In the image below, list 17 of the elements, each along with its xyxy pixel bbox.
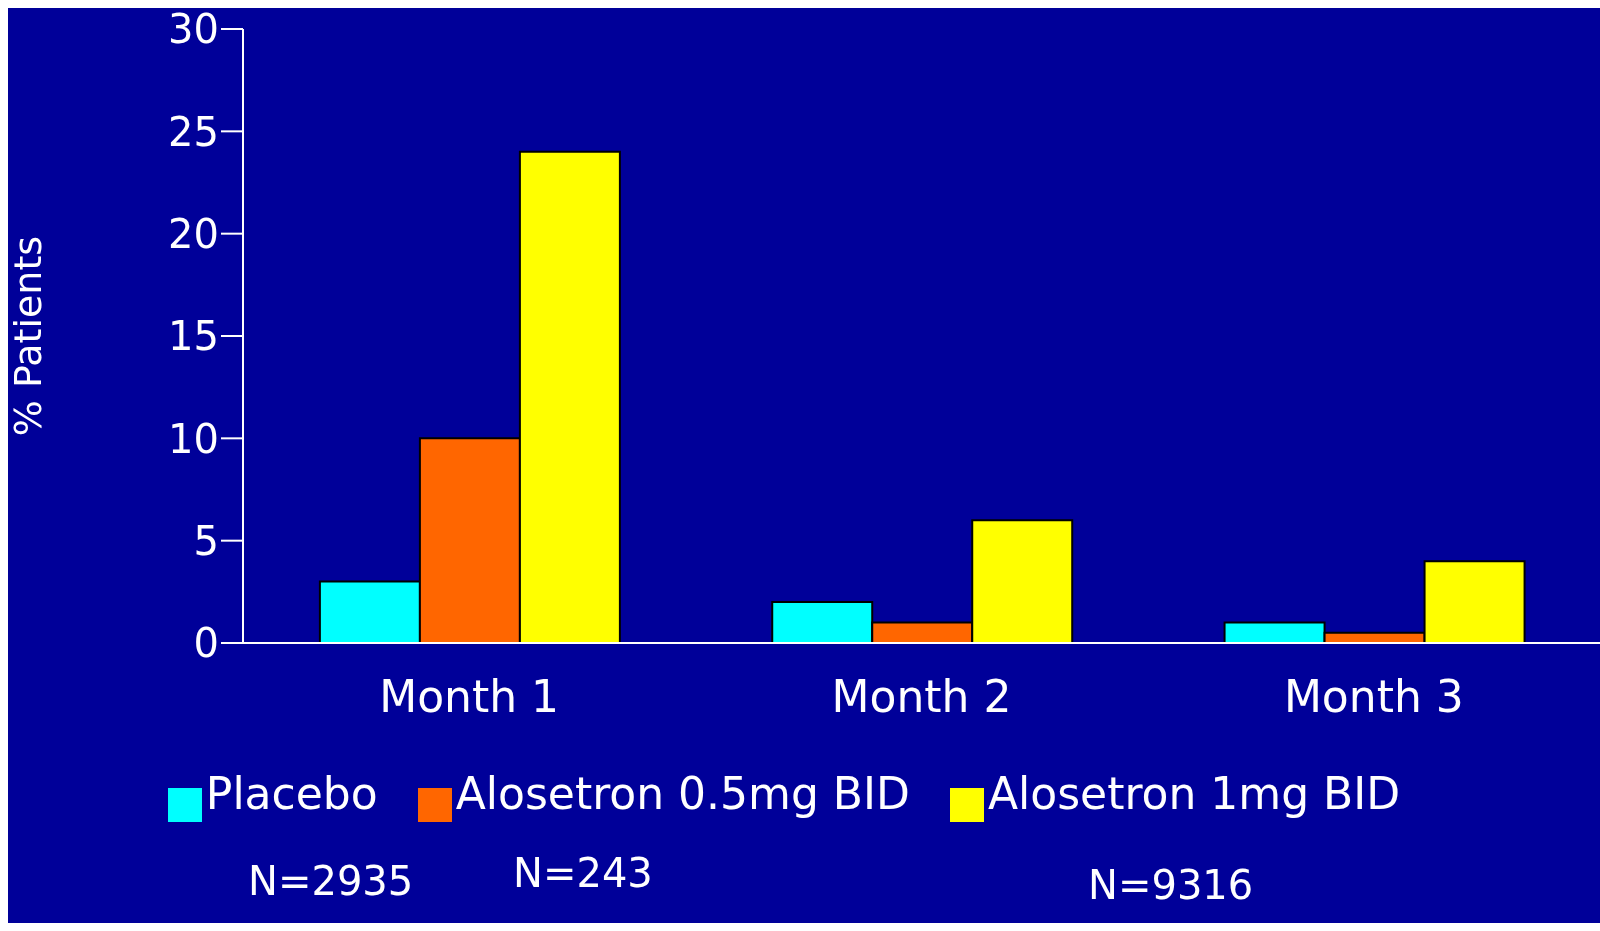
y-tick-label: 10 bbox=[168, 415, 219, 462]
y-tick-label: 25 bbox=[168, 108, 219, 155]
text: N=9316 bbox=[1088, 862, 1254, 908]
x-tick-label: Month 3 bbox=[1283, 671, 1464, 723]
legend-label: Alosetron 1mg BID bbox=[987, 768, 1401, 819]
x-tick-label: Month 2 bbox=[831, 671, 1012, 723]
x-tick-label: Month 1 bbox=[379, 671, 560, 723]
y-tick-label: 15 bbox=[168, 313, 219, 360]
y-tick-label: 5 bbox=[193, 517, 219, 564]
legend-label: Placebo bbox=[205, 768, 378, 819]
y-tick-label: 30 bbox=[168, 6, 219, 53]
text: N=2935 bbox=[248, 858, 414, 904]
y-tick-label: 20 bbox=[168, 210, 219, 257]
legend-label: Alosetron 0.5mg BID bbox=[455, 768, 910, 819]
y-axis-title: % Patients bbox=[6, 235, 51, 437]
text: N=243 bbox=[513, 850, 653, 896]
y-tick-label: 0 bbox=[193, 620, 219, 667]
